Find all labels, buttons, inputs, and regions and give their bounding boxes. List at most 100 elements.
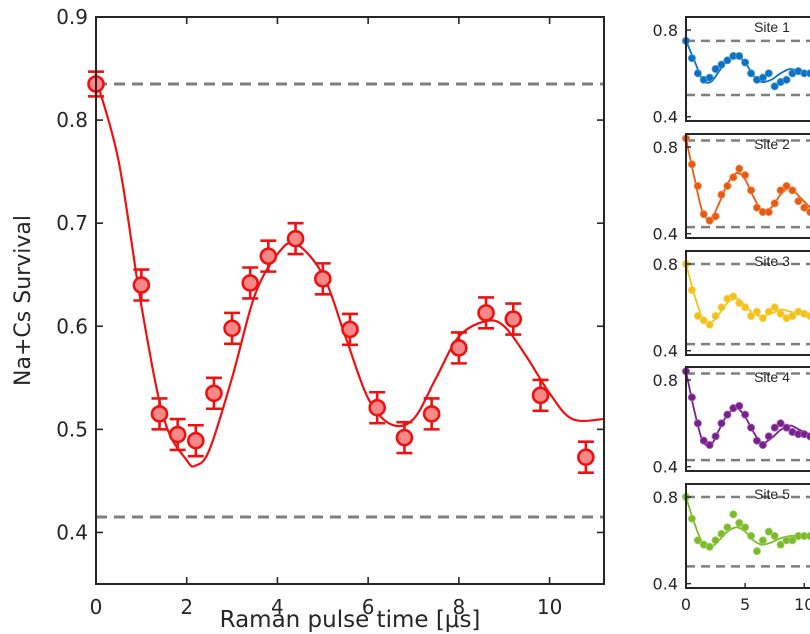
site-data-point (687, 393, 696, 402)
site-data-point (747, 532, 756, 541)
site-fit-curve (685, 138, 810, 220)
site-data-point (747, 69, 756, 78)
site-panel-label: Site 2 (754, 136, 790, 152)
site-data-point (711, 212, 720, 221)
main-data-point (286, 221, 305, 256)
site-panel-3: Site 3 0.4 0.8 (653, 250, 810, 361)
x-tick: 6 (362, 17, 375, 619)
site-data-point (717, 190, 726, 199)
x-tick: 4 (271, 17, 284, 619)
site-y-tick-label: 0.4 (653, 108, 678, 127)
site-data-point (723, 56, 732, 65)
site-data-point (800, 203, 809, 212)
x-tick-label: 8 (452, 595, 465, 619)
x-tick-label: 0 (90, 595, 103, 619)
data-marker (504, 310, 523, 328)
site-panel-frame (685, 483, 810, 589)
site-data-point (752, 203, 761, 212)
main-data-point (223, 311, 241, 346)
site-data-point (794, 197, 803, 206)
data-marker (186, 431, 205, 450)
data-marker (577, 448, 595, 466)
y-tick: 0.7 (56, 211, 604, 235)
site-data-point (806, 532, 810, 540)
site-panel-5: Site 5 0.4 0.8 (653, 483, 810, 594)
main-data-point (395, 420, 414, 455)
main-y-axis-label: Na+Cs Survival (11, 215, 36, 386)
x-tick: 0 (90, 17, 103, 619)
main-data-point (186, 423, 205, 458)
site-data-point (770, 303, 779, 312)
site-data-point (687, 285, 696, 294)
site-data-point (770, 82, 779, 91)
site-data-point (741, 303, 750, 312)
site-data-point (764, 432, 773, 441)
site-data-point (687, 514, 696, 523)
site-data-point (729, 292, 738, 301)
site-data-point (764, 207, 773, 216)
main-y-ticks: 0.4 0.5 0.6 0.7 0.8 0.9 (56, 5, 604, 544)
site-data-point (723, 523, 732, 532)
data-marker (313, 270, 332, 288)
data-marker (205, 384, 223, 403)
site-data-point (764, 307, 773, 316)
data-marker (286, 229, 305, 248)
site-data-point (717, 303, 726, 312)
site-data-point (776, 419, 785, 428)
site-y-tick-label: 0.8 (653, 488, 678, 507)
site-data-point (758, 73, 767, 82)
site-data-point (788, 536, 797, 545)
x-tick-label: 2 (180, 595, 193, 619)
site-data-point (735, 52, 744, 61)
site-data-point (693, 419, 702, 428)
site-y-tick-label: 0.4 (653, 458, 678, 477)
site-data-point (699, 210, 708, 219)
site-data-point (705, 216, 714, 225)
site-data-point (782, 181, 791, 190)
main-plot-frame (95, 16, 605, 585)
y-tick-label: 0.7 (56, 211, 88, 235)
main-data-point (368, 390, 387, 425)
site-data-point (699, 316, 708, 325)
y-tick: 0.6 (56, 314, 604, 338)
site-data-point (776, 309, 785, 318)
data-marker (150, 405, 169, 423)
site-data-point (729, 510, 738, 519)
site-data-point (723, 181, 732, 190)
site-data-point (723, 410, 732, 419)
main-fit-curve (94, 78, 605, 468)
x-tick-label: 10 (537, 595, 562, 619)
site-data-point (806, 312, 810, 320)
main-data-point (504, 302, 523, 336)
site-panel-4: Site 4 0.4 0.8 (653, 366, 810, 477)
site-data-point (776, 186, 785, 195)
y-tick: 0.9 (56, 5, 604, 29)
site-data-point (693, 69, 702, 78)
site-data-point (770, 423, 779, 432)
site-data-point (717, 529, 726, 538)
site-panel-label: Site 5 (754, 486, 790, 502)
site-data-point (747, 311, 756, 320)
site-y-tick-label: 0.8 (653, 138, 678, 157)
main-data-point (132, 268, 151, 302)
site-data-point (806, 208, 810, 216)
site-data-point (729, 173, 738, 182)
site-data-point (764, 527, 773, 536)
main-x-ticks: 0 2 4 6 8 10 (90, 17, 562, 619)
site-panel-label: Site 3 (754, 253, 790, 269)
site-y-tick-label: 0.8 (653, 21, 678, 40)
main-x-axis-label: Raman pulse time [μs] (220, 607, 481, 633)
site-data-point (711, 432, 720, 441)
site-data-point (693, 536, 702, 545)
site-data-point (764, 69, 773, 78)
main-data-point (577, 440, 595, 474)
site-y-tick-label: 0.4 (653, 575, 678, 594)
site-data-point (806, 69, 810, 78)
data-marker (450, 339, 468, 357)
x-tick: 8 (452, 17, 465, 619)
main-data-point (168, 417, 187, 452)
y-tick: 0.8 (56, 108, 604, 132)
main-data-points (87, 70, 595, 474)
site-data-point (687, 54, 696, 63)
